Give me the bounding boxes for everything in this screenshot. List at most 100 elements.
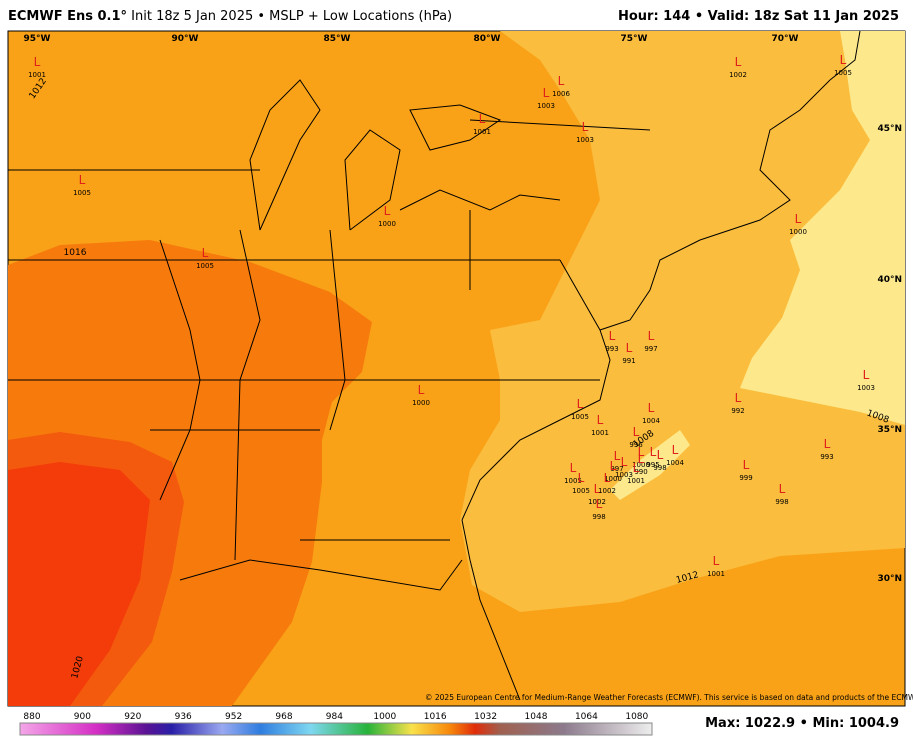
colorbar-label: 1064 [575, 712, 598, 722]
low-symbol: L [650, 445, 657, 459]
low-symbol: L [570, 461, 577, 475]
colorbar-label: 1032 [474, 712, 497, 722]
low-pressure: 1001 [707, 570, 725, 578]
longitude-label: 95°W [24, 34, 51, 44]
longitude-label: 90°W [172, 34, 199, 44]
longitude-label: 85°W [324, 34, 351, 44]
low-pressure: 1002 [729, 71, 747, 79]
low-pressure: 998 [653, 464, 666, 472]
low-symbol: L [610, 459, 617, 473]
low-pressure: 1003 [537, 102, 555, 110]
low-symbol: L [384, 204, 391, 218]
low-symbol: L [614, 449, 621, 463]
low-pressure: 1000 [632, 461, 650, 469]
low-pressure: 990 [634, 468, 647, 476]
low-symbol: L [648, 329, 655, 343]
low-pressure: 1003 [615, 471, 633, 479]
low-pressure: 1002 [588, 498, 606, 506]
low-pressure: 1000 [378, 220, 396, 228]
low-symbol: L [479, 112, 486, 126]
low-symbol: L [418, 383, 425, 397]
low-symbol: L [648, 401, 655, 415]
low-pressure: 1006 [552, 90, 570, 98]
low-symbol: L [202, 246, 209, 260]
low-pressure: 991 [622, 357, 635, 365]
low-symbol: L [795, 212, 802, 226]
longitude-label: 70°W [772, 34, 799, 44]
colorbar-label: 880 [23, 712, 40, 722]
low-symbol: L [558, 74, 565, 88]
run-details: Init 18z 5 Jan 2025 • MSLP + Low Locatio… [131, 9, 453, 24]
colorbar-label: 936 [175, 712, 192, 722]
low-symbol: L [735, 55, 742, 69]
low-symbol: L [824, 437, 831, 451]
low-pressure: 997 [644, 345, 657, 353]
colorbar-label: 920 [124, 712, 141, 722]
low-pressure: 1004 [642, 417, 660, 425]
low-symbol: L [638, 445, 645, 459]
model-name: ECMWF Ens 0.1° [8, 9, 128, 24]
longitude-label: 75°W [621, 34, 648, 44]
low-pressure: 1005 [564, 477, 582, 485]
low-symbol: L [621, 455, 628, 469]
colorbar-label: 984 [326, 712, 343, 722]
low-pressure: 1003 [576, 136, 594, 144]
low-symbol: L [713, 554, 720, 568]
low-pressure: 1005 [572, 487, 590, 495]
low-pressure: 1000 [412, 399, 430, 407]
colorbar-label: 1016 [424, 712, 447, 722]
low-symbol: L [672, 443, 679, 457]
low-symbol: L [657, 448, 664, 462]
latitude-label: 45°N [877, 124, 902, 134]
low-pressure: 993 [605, 345, 618, 353]
low-symbol: L [596, 497, 603, 511]
low-pressure: 1005 [571, 413, 589, 421]
isobar-label: 1016 [64, 248, 87, 258]
low-symbol: L [863, 368, 870, 382]
latitude-label: 40°N [877, 275, 902, 285]
low-pressure: 998 [775, 498, 788, 506]
colorbar [19, 722, 653, 736]
low-pressure: 996 [629, 441, 643, 449]
low-symbol: L [34, 55, 41, 69]
low-symbol: L [743, 458, 750, 472]
low-pressure: 993 [820, 453, 833, 461]
colorbar-label: 1080 [625, 712, 648, 722]
pressure-zone [740, 31, 905, 425]
low-pressure: 1005 [196, 262, 214, 270]
credit: © 2025 European Centre for Medium-Range … [425, 693, 913, 702]
low-symbol: L [597, 413, 604, 427]
latitude-label: 30°N [877, 574, 902, 584]
low-pressure: 1000 [604, 475, 622, 483]
low-pressure: 1001 [591, 429, 609, 437]
pressure-zone [8, 462, 150, 706]
longitude-label: 80°W [474, 34, 501, 44]
low-pressure: 998 [592, 513, 605, 521]
colorbar-label: 1048 [525, 712, 548, 722]
low-pressure: 997 [610, 465, 623, 473]
low-symbol: L [779, 482, 786, 496]
low-pressure: 1003 [857, 384, 875, 392]
low-symbol: L [633, 461, 640, 475]
boundaries [8, 30, 861, 701]
max-min: Max: 1022.9 • Min: 1004.9 [705, 716, 899, 731]
low-pressure: 999 [739, 474, 752, 482]
latitude-label: 35°N [877, 425, 902, 435]
low-symbol: L [582, 120, 589, 134]
low-symbol: L [840, 53, 847, 67]
low-pressure: 995 [646, 461, 659, 469]
low-symbol: L [626, 341, 633, 355]
low-pressure: 1005 [834, 69, 852, 77]
low-pressure: 1001 [627, 477, 645, 485]
low-symbol: L [633, 425, 640, 439]
low-symbol: L [638, 452, 645, 466]
low-pressure: 1004 [666, 459, 684, 467]
low-pressure: 1001 [473, 128, 491, 136]
pressure-zone [610, 430, 690, 500]
low-symbol: L [578, 471, 585, 485]
low-symbol: L [594, 482, 601, 496]
colorbar-label: 900 [74, 712, 91, 722]
low-symbol: L [577, 397, 584, 411]
